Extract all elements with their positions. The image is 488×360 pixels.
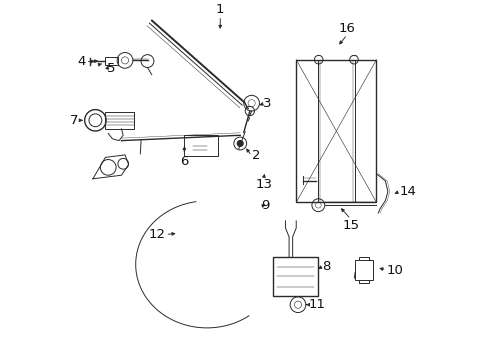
Text: 1: 1 <box>216 3 224 16</box>
Bar <box>358 257 368 283</box>
Circle shape <box>237 141 243 146</box>
Bar <box>272 257 317 296</box>
Text: 2: 2 <box>251 149 260 162</box>
Bar <box>296 60 376 202</box>
Bar <box>183 135 217 156</box>
Text: 14: 14 <box>399 185 415 198</box>
Text: 7: 7 <box>70 114 79 127</box>
Text: 16: 16 <box>338 22 355 35</box>
Text: 4: 4 <box>77 55 85 68</box>
Bar <box>104 112 134 129</box>
Text: 3: 3 <box>263 98 271 111</box>
Text: 11: 11 <box>308 298 325 311</box>
Text: 9: 9 <box>261 199 269 212</box>
Text: 10: 10 <box>386 264 403 276</box>
Text: 12: 12 <box>148 228 165 241</box>
Text: 13: 13 <box>255 178 272 191</box>
Text: 6: 6 <box>179 154 188 167</box>
Bar <box>354 260 372 280</box>
Text: 5: 5 <box>107 62 116 76</box>
Text: 15: 15 <box>342 219 359 232</box>
Text: 8: 8 <box>322 260 330 273</box>
FancyBboxPatch shape <box>104 57 118 66</box>
